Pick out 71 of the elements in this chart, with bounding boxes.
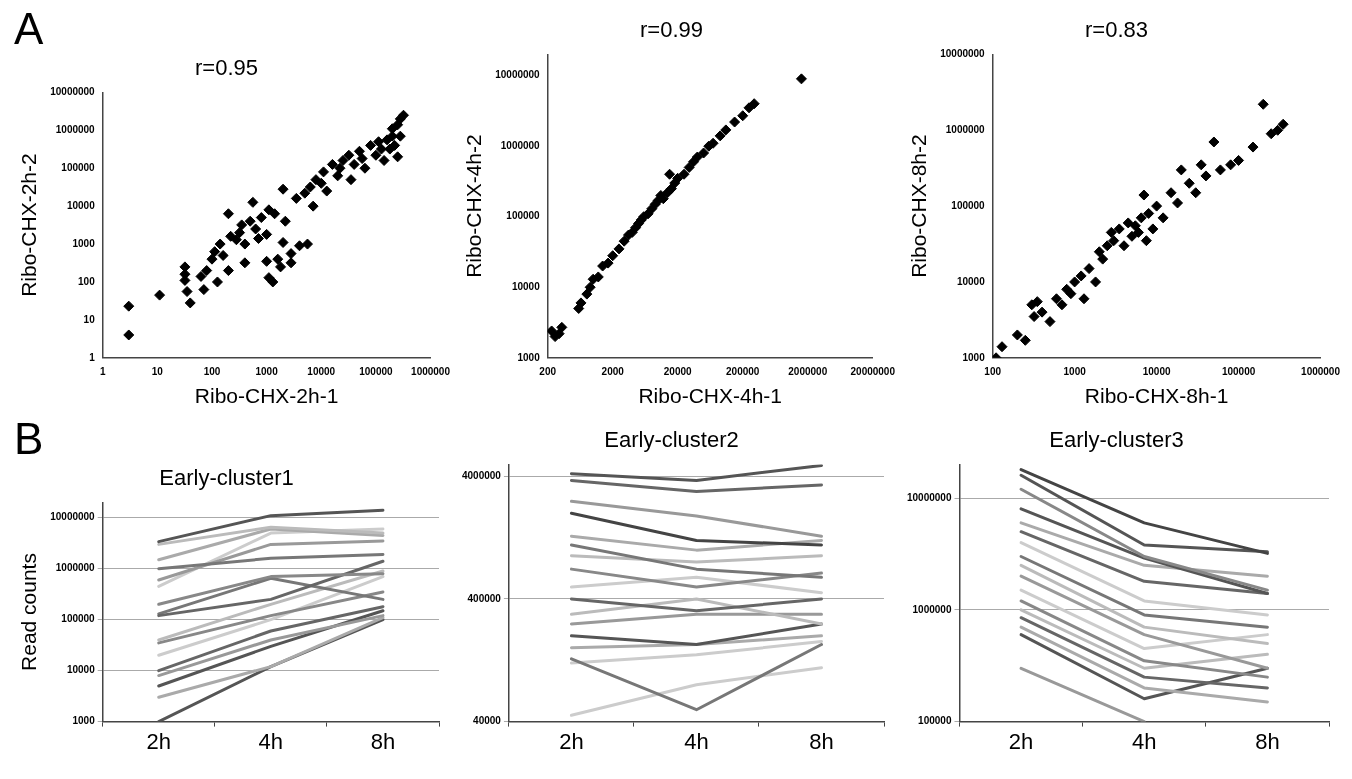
- x-tick-label: 1000: [1063, 365, 1087, 377]
- x-tick-label: 2000000: [788, 365, 828, 377]
- y-axis-title: Ribo-CHX-4h-2: [462, 134, 486, 278]
- chart-title: r=0.95: [195, 55, 258, 81]
- chart-title: Early-cluster3: [1049, 427, 1184, 453]
- x-tick-label: 8h: [1255, 728, 1280, 754]
- x-tick-label: 2h: [146, 728, 171, 754]
- y-axis-title: Read counts: [17, 553, 41, 671]
- y-tick-label: 10000: [511, 281, 541, 293]
- x-tick-label: 200000: [726, 365, 760, 377]
- text: B: [14, 414, 44, 464]
- y-tick-label: 10000000: [50, 511, 96, 523]
- x-tick-label: 4h: [684, 728, 709, 754]
- x-tick-label: 10000: [307, 365, 336, 377]
- x-tick-label: 20000000: [850, 365, 896, 377]
- y-tick-label: 1: [89, 351, 96, 363]
- x-tick-label: 1000000: [411, 365, 451, 377]
- y-tick-label: 10000: [66, 664, 96, 676]
- y-tick-label: 10000: [956, 275, 986, 287]
- y-tick-label: 100: [78, 275, 96, 287]
- x-tick-label: 4h: [258, 728, 284, 754]
- y-tick-label: 10000000: [50, 86, 96, 98]
- y-tick-label: 100000: [506, 210, 541, 222]
- x-tick-label: 2h: [559, 728, 584, 754]
- x-tick-label: 4h: [1132, 728, 1157, 754]
- x-axis-title: Ribo-CHX-8h-1: [1084, 384, 1229, 408]
- y-tick-label: 1000000: [55, 562, 96, 574]
- x-tick-label: 20000: [663, 365, 693, 377]
- y-tick-label: 100000: [951, 199, 986, 211]
- x-tick-label: 2h: [1008, 728, 1034, 754]
- y-tick-label: 100000: [918, 715, 952, 727]
- y-tick-label: 1000000: [912, 603, 952, 615]
- x-tick-label: 200: [539, 365, 557, 377]
- y-tick-label: 400000: [467, 592, 502, 604]
- y-axis-title: Ribo-CHX-2h-2: [17, 153, 41, 297]
- y-tick-label: 1000000: [945, 124, 986, 135]
- x-tick-label: 10: [151, 365, 164, 377]
- chart-title: r=0.99: [640, 17, 703, 43]
- x-tick-label: 1000000: [1301, 365, 1341, 377]
- x-tick-label: 8h: [809, 728, 834, 754]
- y-tick-label: 1000: [962, 351, 986, 363]
- y-tick-label: 40000: [473, 715, 502, 727]
- y-tick-label: 10000: [66, 199, 96, 211]
- x-tick-label: 100000: [1221, 365, 1256, 377]
- x-tick-label: 100: [203, 365, 221, 377]
- chart-title: Early-cluster1: [159, 465, 294, 491]
- x-tick-label: 8h: [370, 728, 396, 754]
- chart-title: r=0.83: [1085, 17, 1148, 43]
- x-tick-label: 1000: [255, 365, 279, 377]
- y-tick-label: 10: [83, 313, 96, 325]
- x-axis-title: Ribo-CHX-2h-1: [194, 384, 339, 408]
- text: A: [14, 4, 44, 54]
- y-tick-label: 1000: [517, 351, 541, 363]
- x-axis-title: Ribo-CHX-4h-1: [638, 384, 782, 408]
- x-tick-label: 2000: [601, 365, 625, 377]
- y-tick-label: 10000000: [940, 48, 986, 60]
- y-tick-label: 1000000: [500, 139, 541, 151]
- y-tick-label: 4000000: [461, 470, 502, 482]
- y-tick-label: 10000000: [495, 69, 541, 81]
- x-tick-label: 100: [984, 365, 1002, 377]
- x-tick-label: 1: [99, 365, 106, 377]
- y-axis-title: Ribo-CHX-8h-2: [907, 134, 931, 278]
- x-tick-label: 100000: [359, 365, 394, 377]
- chart-title: Early-cluster2: [604, 427, 739, 453]
- y-tick-label: 1000000: [55, 124, 96, 136]
- y-tick-label: 100000: [61, 613, 96, 625]
- y-tick-label: 100000: [61, 161, 96, 173]
- y-tick-label: 1000: [72, 237, 96, 249]
- x-tick-label: 10000: [1142, 365, 1171, 377]
- y-tick-label: 1000: [72, 715, 96, 727]
- y-tick-label: 10000000: [906, 491, 952, 503]
